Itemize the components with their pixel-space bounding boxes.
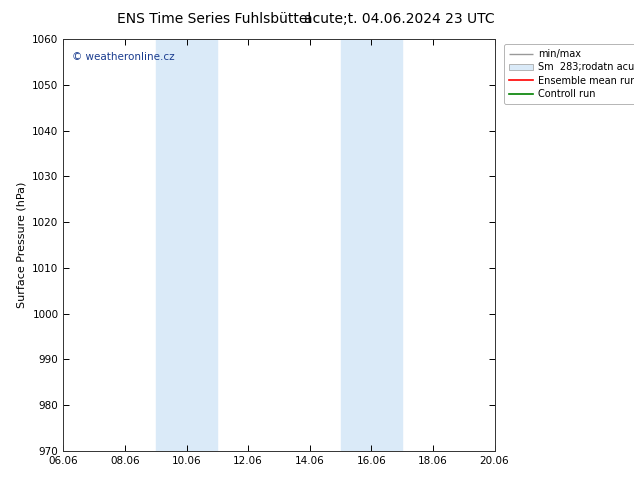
Bar (340, 39, 402, 451)
Text: acute;t. 04.06.2024 23 UTC: acute;t. 04.06.2024 23 UTC (304, 12, 495, 26)
Y-axis label: Surface Pressure (hPa): Surface Pressure (hPa) (16, 182, 27, 308)
Bar (156, 39, 217, 451)
Text: © weatheronline.cz: © weatheronline.cz (72, 51, 174, 62)
Text: ENS Time Series Fuhlsbüttel: ENS Time Series Fuhlsbüttel (117, 12, 311, 26)
Legend: min/max, Sm  283;rodatn acute; odchylka, Ensemble mean run, Controll run: min/max, Sm 283;rodatn acute; odchylka, … (503, 44, 634, 104)
